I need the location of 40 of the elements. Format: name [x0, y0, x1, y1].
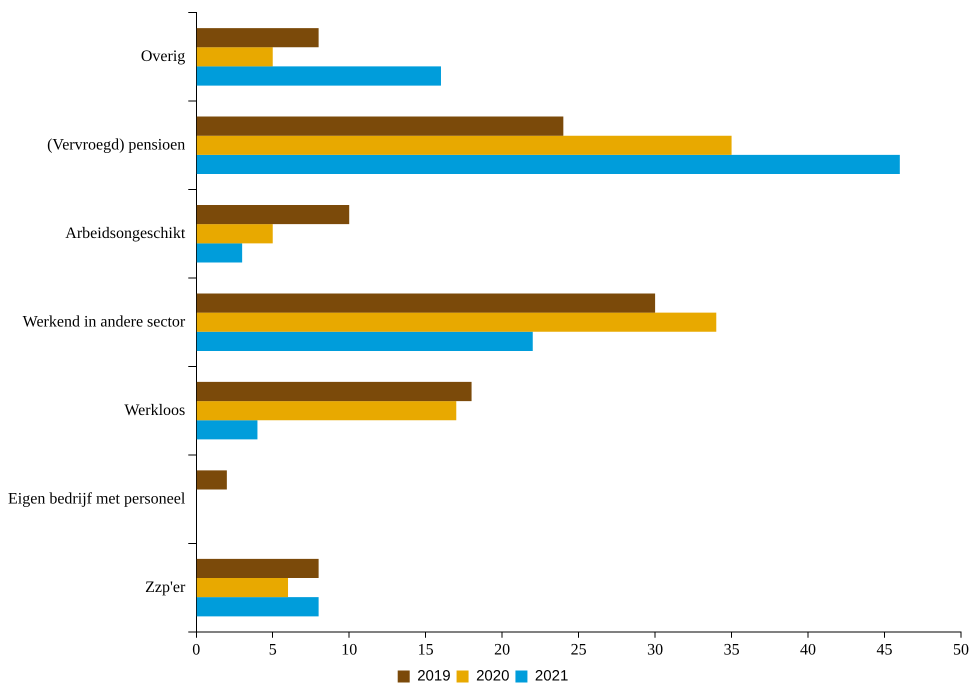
bar	[196, 116, 564, 136]
bar	[196, 204, 350, 224]
x-tick-label: 25	[570, 642, 587, 659]
y-tick-label: (Vervroegd) pensioen	[47, 136, 186, 154]
bar	[196, 470, 227, 490]
x-tick-label: 30	[647, 642, 664, 659]
legend-label: 2021	[534, 668, 568, 685]
y-tick-label: Werkloos	[124, 402, 186, 419]
bar	[196, 154, 900, 174]
y-tick-label: Overig	[140, 48, 186, 66]
bar	[196, 66, 441, 86]
bar	[196, 224, 273, 244]
legend-label: 2019	[417, 668, 451, 685]
bar	[196, 47, 273, 66]
x-tick-label: 15	[418, 642, 434, 659]
bar	[196, 382, 472, 402]
bar	[196, 293, 656, 313]
legend-label: 2020	[476, 668, 510, 685]
bar	[196, 597, 319, 616]
y-tick-label: Werkend in andere sector	[22, 313, 186, 330]
x-tick-label: 35	[724, 642, 740, 659]
bar	[196, 243, 242, 262]
x-tick-label: 45	[876, 642, 893, 659]
bar	[196, 578, 288, 598]
x-tick-label: 50	[953, 642, 969, 659]
bar	[196, 136, 732, 155]
x-tick-label: 0	[192, 642, 200, 659]
x-tick-label: 40	[800, 642, 816, 659]
bar	[196, 312, 716, 332]
x-tick-label: 5	[268, 642, 277, 659]
bar	[196, 558, 319, 578]
x-tick-label: 10	[341, 642, 358, 659]
bar	[196, 332, 533, 351]
y-tick-label: Zzp'er	[145, 578, 186, 596]
bar	[196, 420, 258, 440]
bar	[196, 28, 319, 48]
y-tick-label: Arbeidsongeschikt	[65, 224, 186, 242]
y-tick-label: Eigen bedrijf met personeel	[8, 490, 186, 508]
bar	[196, 401, 456, 420]
x-tick-label: 20	[494, 642, 510, 659]
